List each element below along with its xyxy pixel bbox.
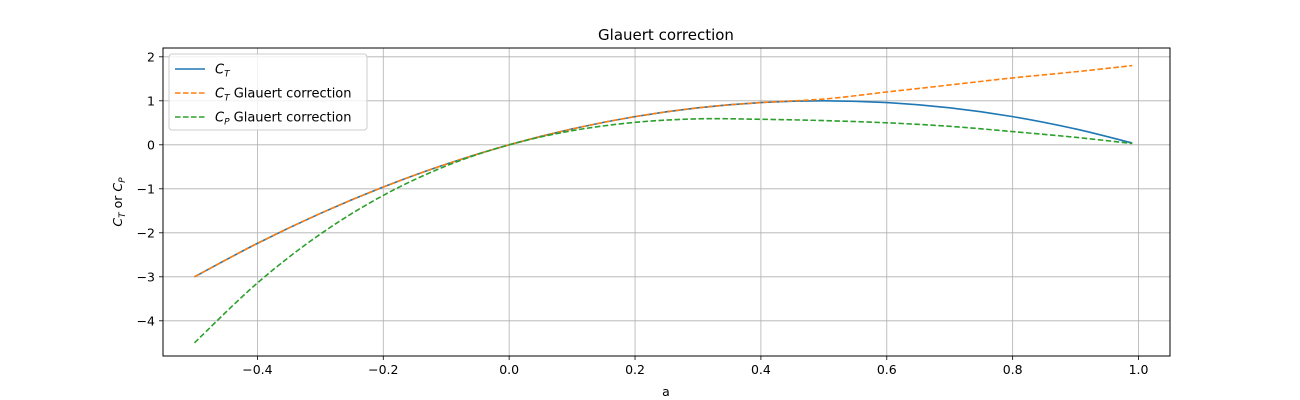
cp-glauert-series-line [193, 117, 1133, 344]
y-tick-label: 1 [147, 93, 155, 108]
x-tick-label: 1.0 [1129, 362, 1149, 377]
y-tick-label: −1 [137, 181, 155, 196]
legend-box [168, 53, 368, 131]
y-tick-label: 0 [147, 137, 155, 152]
x-axis-label: a [662, 384, 670, 399]
y-tick-label: −4 [137, 313, 155, 328]
legend-label: CT Glauert correction [215, 87, 352, 104]
chart-title: Glauert correction [598, 26, 734, 44]
y-tick-label: 2 [147, 49, 155, 64]
ct-glauert-series-line [194, 64, 1133, 278]
legend: CT CT Glauert correction CP Glauert correc… [168, 53, 368, 131]
x-tick-label: −0.2 [368, 362, 398, 377]
y-tick-label: −3 [137, 269, 155, 284]
plot-lines [193, 64, 1133, 344]
x-ticks: −0.4 −0.2 0.0 0.2 0.4 0.6 0.8 1.0 [242, 356, 1149, 377]
y-axis-label: CT or CP [110, 177, 128, 227]
x-tick-label: −0.4 [242, 362, 272, 377]
ct-series-line [194, 99, 1133, 278]
x-tick-label: 0.6 [877, 362, 897, 377]
legend-label: CT [215, 63, 231, 80]
y-tick-label: −2 [137, 225, 155, 240]
x-tick-label: 0.0 [499, 362, 519, 377]
x-tick-label: 0.4 [751, 362, 771, 377]
y-ticks: −4 −3 −2 −1 0 1 2 [137, 49, 163, 328]
x-tick-label: 0.2 [625, 362, 645, 377]
legend-label: CP Glauert correction [215, 111, 351, 128]
plot-frame [162, 47, 1171, 357]
x-tick-label: 0.8 [1003, 362, 1023, 377]
